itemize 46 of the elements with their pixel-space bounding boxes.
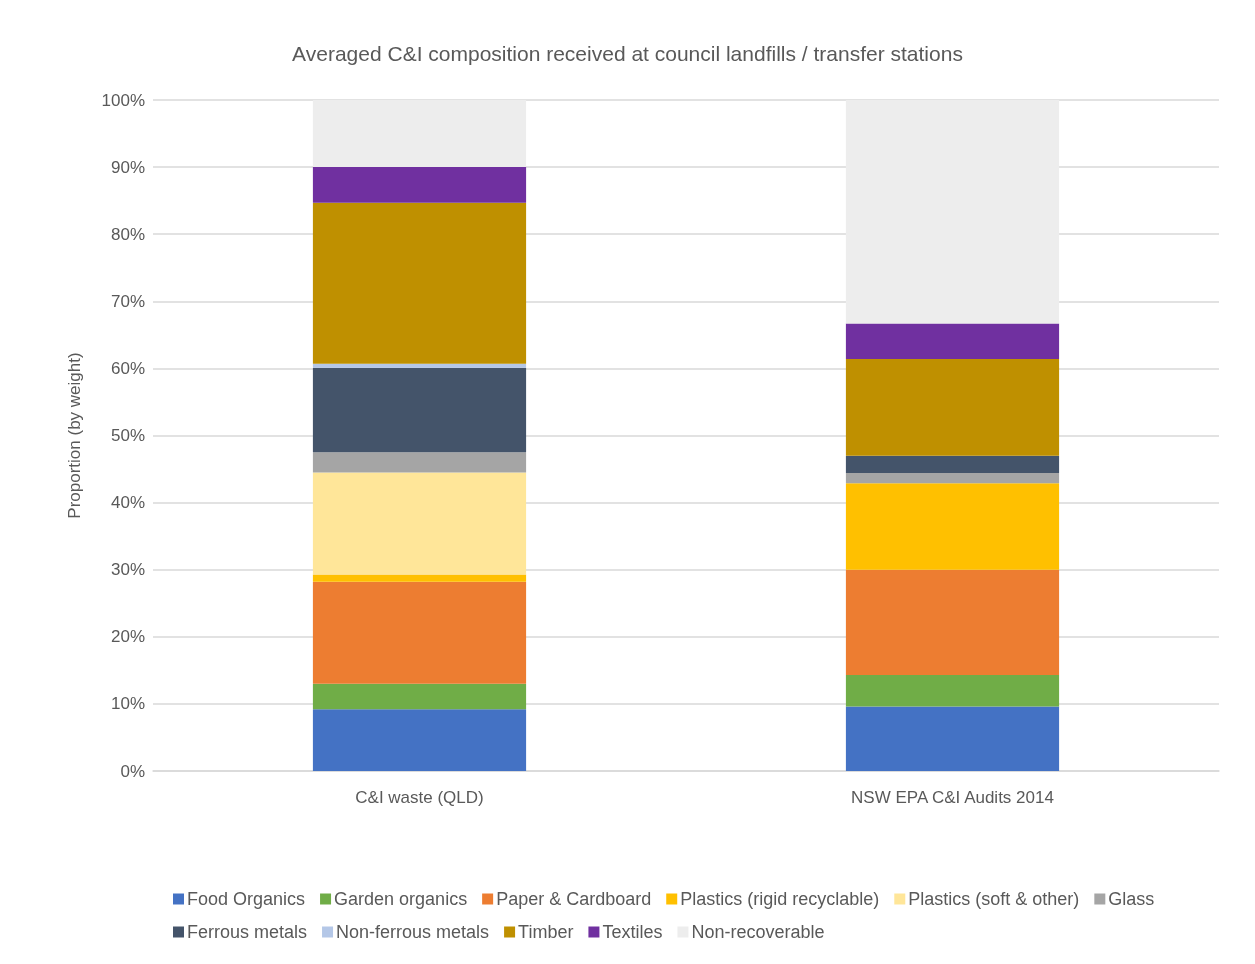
bar [845, 706, 1060, 771]
legend-label: Textiles [602, 922, 663, 942]
bar [845, 675, 1060, 707]
y-tick-label: 10% [110, 694, 145, 714]
bar [312, 202, 527, 364]
bar [312, 100, 527, 168]
legend-label: Garden organics [334, 889, 468, 909]
y-tick-label: 0% [120, 761, 145, 781]
bar [312, 574, 527, 582]
y-tick-label: 100% [101, 90, 145, 110]
legend-label: Food Organics [187, 889, 306, 909]
legend-label: Plastics (soft & other) [908, 889, 1080, 909]
chart-title: Averaged C&I composition received at council landfills / transfer stations [292, 42, 963, 65]
bar [845, 100, 1060, 324]
legend-label: Timber [518, 922, 574, 942]
bar [312, 472, 527, 575]
bar [312, 363, 527, 368]
bar [312, 683, 527, 710]
x-tick-label: C&I waste (QLD) [355, 788, 484, 807]
bar [312, 581, 527, 684]
y-axis-title: Proportion (by weight) [65, 352, 84, 519]
bar [845, 455, 1060, 474]
y-tick-label: 80% [110, 224, 145, 244]
bar [845, 483, 1060, 570]
y-tick-label: 90% [110, 157, 145, 177]
legend-label: Non-recoverable [691, 922, 825, 942]
bar [845, 473, 1060, 484]
bar [312, 709, 527, 771]
legend-label: Ferrous metals [187, 922, 308, 942]
y-tick-label: 50% [110, 426, 145, 445]
x-tick-label: NSW EPA C&I Audits 2014 [851, 788, 1054, 807]
bar [312, 452, 527, 473]
y-tick-label: 20% [110, 627, 145, 647]
y-tick-label: 40% [110, 493, 145, 513]
y-tick-label: 30% [110, 560, 145, 580]
legend-label: Paper & Cardboard [496, 889, 652, 909]
bar [845, 569, 1060, 676]
bar [312, 167, 527, 203]
bar [312, 367, 527, 453]
legend-label: Plastics (rigid recyclable) [680, 889, 880, 909]
y-tick-label: 70% [110, 291, 145, 311]
bar [845, 323, 1060, 360]
legend-label: Glass [1108, 889, 1155, 909]
legend-label: Non-ferrous metals [336, 922, 490, 942]
y-tick-label: 60% [110, 358, 145, 378]
bar [845, 359, 1060, 456]
